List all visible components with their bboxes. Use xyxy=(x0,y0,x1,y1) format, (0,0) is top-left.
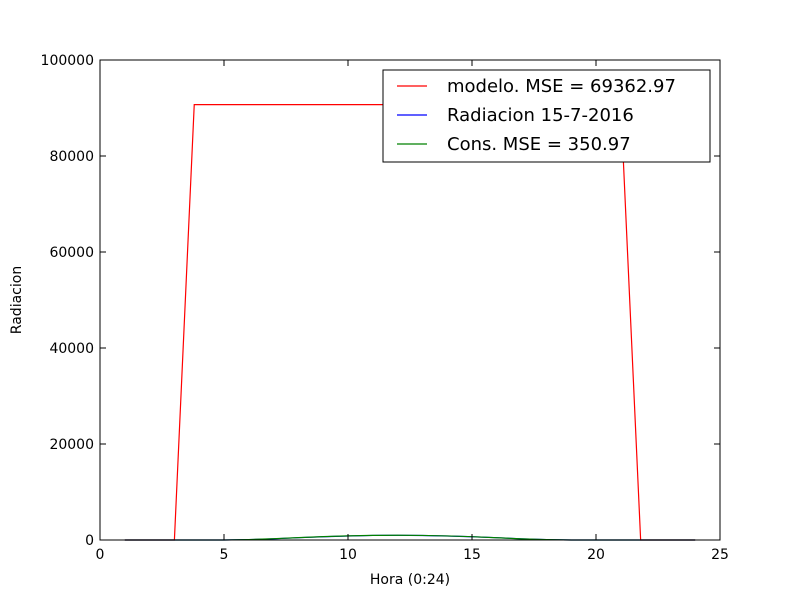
plot-frame xyxy=(99,59,721,541)
legend-entry-2: Cons. MSE = 350.97 xyxy=(447,134,631,155)
x-tick-label: 25 xyxy=(711,547,729,563)
y-tick-label: 60000 xyxy=(49,245,94,261)
x-axis-label: Hora (0:24) xyxy=(370,572,450,588)
x-tick-label: 10 xyxy=(339,547,357,563)
legend-entry-1: Radiacion 15-7-2016 xyxy=(447,105,634,126)
legend: modelo. MSE = 69362.97 Radiacion 15-7-201… xyxy=(382,69,711,163)
legend-box xyxy=(382,69,711,163)
x-tick-label: 0 xyxy=(96,547,105,563)
y-axis-label: Radiacion xyxy=(9,266,25,334)
x-tick-label: 5 xyxy=(220,547,229,563)
legend-entry-0: modelo. MSE = 69362.97 xyxy=(447,76,676,97)
y-tick-label: 100000 xyxy=(41,53,94,69)
series-layer xyxy=(124,104,696,541)
y-tick-label: 40000 xyxy=(49,341,94,357)
series-line-1 xyxy=(124,534,696,541)
y-tick-label: 20000 xyxy=(49,437,94,453)
y-tick-label: 0 xyxy=(85,533,94,549)
y-tick-label: 80000 xyxy=(49,149,94,165)
x-tick-label: 20 xyxy=(587,547,605,563)
series-line-0 xyxy=(124,104,696,541)
x-tick-label: 15 xyxy=(463,547,481,563)
ticks-layer: 0 5 10 15 20 25 0 20000 40000 60000 80000 100000 xyxy=(41,53,729,563)
